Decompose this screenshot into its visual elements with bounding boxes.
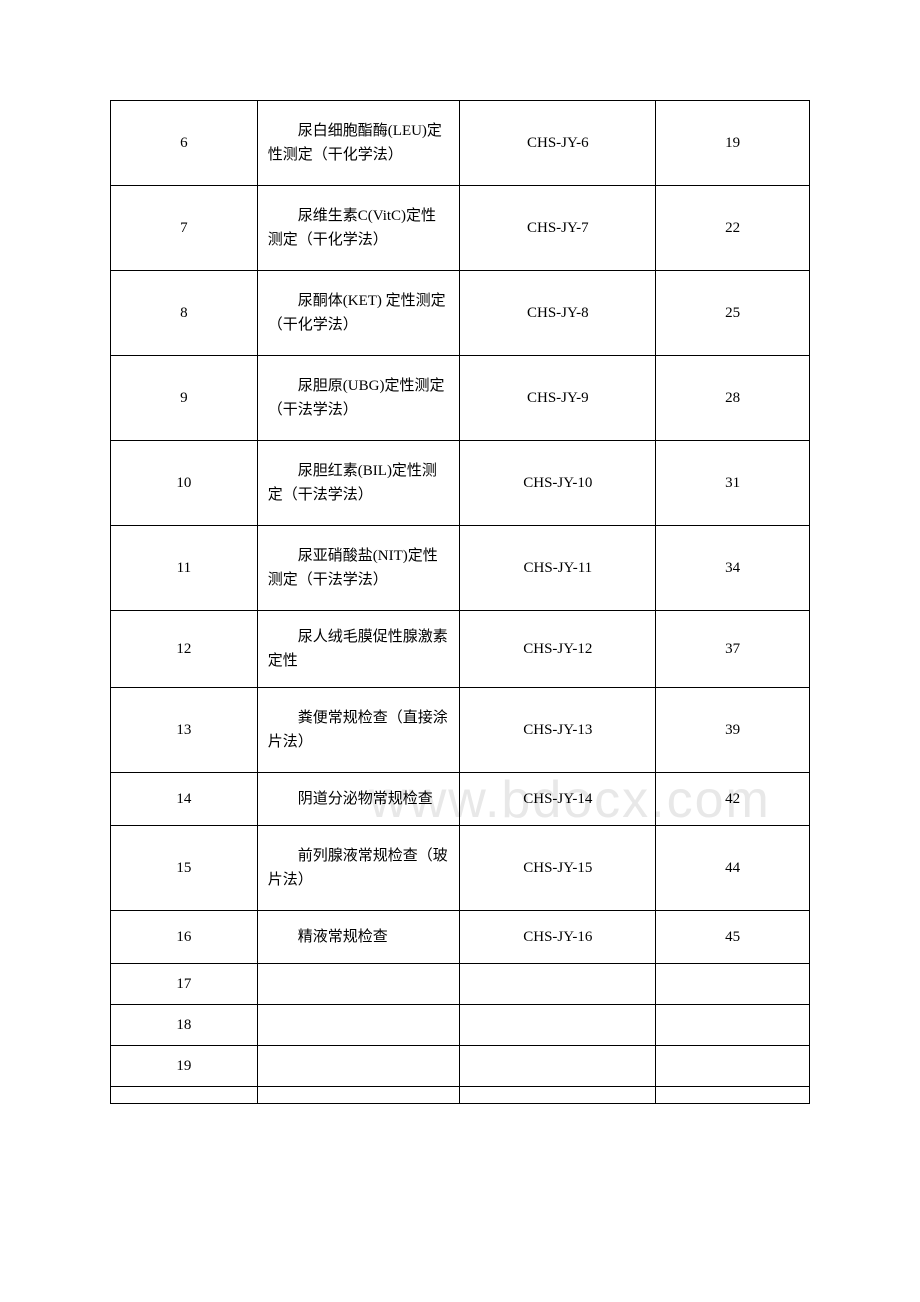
table-row: 14阴道分泌物常规检查CHS-JY-1442	[111, 773, 810, 826]
table-row: 18	[111, 1005, 810, 1046]
row-page-cell: 25	[656, 271, 810, 356]
row-number-cell: 9	[111, 356, 258, 441]
row-name-cell: 精液常规检查	[257, 911, 460, 964]
table-row: 8尿酮体(KET) 定性测定（干化学法）CHS-JY-825	[111, 271, 810, 356]
row-page-cell	[656, 1046, 810, 1087]
row-code-cell: CHS-JY-7	[460, 186, 656, 271]
row-number-cell: 18	[111, 1005, 258, 1046]
table-row: 19	[111, 1046, 810, 1087]
row-name-cell: 尿白细胞酯酶(LEU)定性测定（干化学法）	[257, 101, 460, 186]
row-code-cell	[460, 1087, 656, 1104]
row-page-cell: 28	[656, 356, 810, 441]
row-page-cell	[656, 1087, 810, 1104]
table-row: 12尿人绒毛膜促性腺激素定性CHS-JY-1237	[111, 611, 810, 688]
row-code-cell	[460, 1046, 656, 1087]
data-table: 6尿白细胞酯酶(LEU)定性测定（干化学法）CHS-JY-6197尿维生素C(V…	[110, 100, 810, 1104]
row-name-cell: 尿酮体(KET) 定性测定（干化学法）	[257, 271, 460, 356]
row-page-cell: 31	[656, 441, 810, 526]
row-name-cell: 尿亚硝酸盐(NIT)定性测定（干法学法）	[257, 526, 460, 611]
row-page-cell: 22	[656, 186, 810, 271]
row-page-cell: 45	[656, 911, 810, 964]
row-number-cell: 13	[111, 688, 258, 773]
row-number-cell: 10	[111, 441, 258, 526]
table-row: 16精液常规检查CHS-JY-1645	[111, 911, 810, 964]
table-row: 13粪便常规检查（直接涂片法）CHS-JY-1339	[111, 688, 810, 773]
row-name-cell	[257, 1087, 460, 1104]
table-row: 9尿胆原(UBG)定性测定（干法学法）CHS-JY-928	[111, 356, 810, 441]
row-page-cell	[656, 964, 810, 1005]
row-number-cell: 14	[111, 773, 258, 826]
row-page-cell: 44	[656, 826, 810, 911]
row-code-cell	[460, 1005, 656, 1046]
row-number-cell: 7	[111, 186, 258, 271]
row-code-cell: CHS-JY-13	[460, 688, 656, 773]
row-number-cell: 11	[111, 526, 258, 611]
row-page-cell: 34	[656, 526, 810, 611]
row-code-cell: CHS-JY-9	[460, 356, 656, 441]
table-row: 10尿胆红素(BIL)定性测定（干法学法）CHS-JY-1031	[111, 441, 810, 526]
row-name-cell: 尿胆红素(BIL)定性测定（干法学法）	[257, 441, 460, 526]
row-code-cell: CHS-JY-12	[460, 611, 656, 688]
row-code-cell: CHS-JY-14	[460, 773, 656, 826]
row-page-cell: 39	[656, 688, 810, 773]
row-code-cell: CHS-JY-8	[460, 271, 656, 356]
row-name-cell	[257, 1005, 460, 1046]
table-row	[111, 1087, 810, 1104]
row-name-cell: 尿人绒毛膜促性腺激素定性	[257, 611, 460, 688]
table-row: 7尿维生素C(VitC)定性测定（干化学法）CHS-JY-722	[111, 186, 810, 271]
row-number-cell: 8	[111, 271, 258, 356]
row-number-cell: 15	[111, 826, 258, 911]
row-name-cell	[257, 964, 460, 1005]
table-row: 15前列腺液常规检查（玻片法）CHS-JY-1544	[111, 826, 810, 911]
row-code-cell: CHS-JY-6	[460, 101, 656, 186]
row-number-cell: 16	[111, 911, 258, 964]
row-number-cell	[111, 1087, 258, 1104]
row-name-cell	[257, 1046, 460, 1087]
row-code-cell: CHS-JY-16	[460, 911, 656, 964]
row-code-cell: CHS-JY-10	[460, 441, 656, 526]
table-row: 17	[111, 964, 810, 1005]
table-row: 11尿亚硝酸盐(NIT)定性测定（干法学法）CHS-JY-1134	[111, 526, 810, 611]
row-page-cell: 19	[656, 101, 810, 186]
row-name-cell: 阴道分泌物常规检查	[257, 773, 460, 826]
row-code-cell	[460, 964, 656, 1005]
row-name-cell: 尿维生素C(VitC)定性测定（干化学法）	[257, 186, 460, 271]
row-number-cell: 17	[111, 964, 258, 1005]
row-name-cell: 粪便常规检查（直接涂片法）	[257, 688, 460, 773]
row-name-cell: 前列腺液常规检查（玻片法）	[257, 826, 460, 911]
row-code-cell: CHS-JY-15	[460, 826, 656, 911]
row-code-cell: CHS-JY-11	[460, 526, 656, 611]
row-page-cell: 37	[656, 611, 810, 688]
row-number-cell: 19	[111, 1046, 258, 1087]
row-number-cell: 12	[111, 611, 258, 688]
table-row: 6尿白细胞酯酶(LEU)定性测定（干化学法）CHS-JY-619	[111, 101, 810, 186]
page-container: www.bdocx.com 6尿白细胞酯酶(LEU)定性测定（干化学法）CHS-…	[110, 100, 810, 1104]
row-page-cell	[656, 1005, 810, 1046]
row-number-cell: 6	[111, 101, 258, 186]
row-name-cell: 尿胆原(UBG)定性测定（干法学法）	[257, 356, 460, 441]
row-page-cell: 42	[656, 773, 810, 826]
